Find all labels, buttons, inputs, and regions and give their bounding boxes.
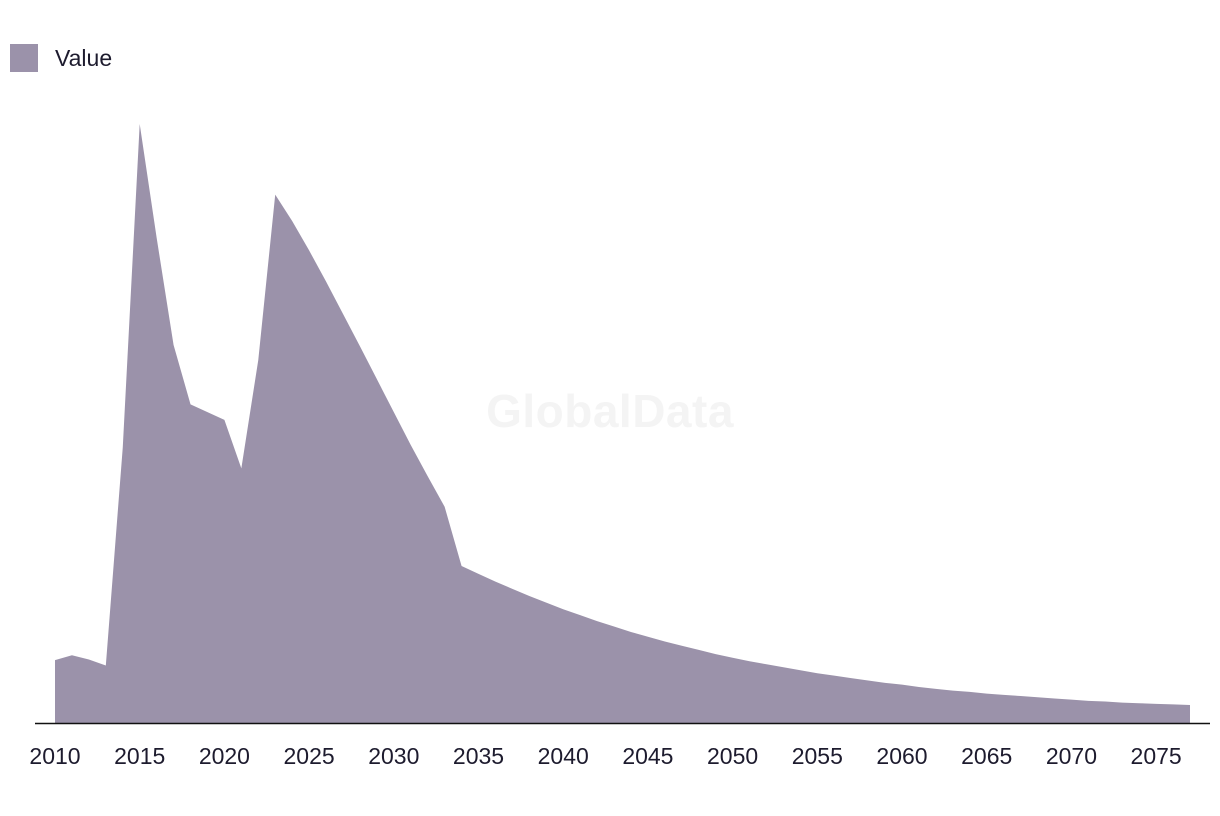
x-tick-label: 2010 <box>29 743 80 769</box>
x-tick-label: 2055 <box>792 743 843 769</box>
series-area-value <box>55 124 1190 723</box>
x-tick-label: 2040 <box>538 743 589 769</box>
x-tick-label: 2070 <box>1046 743 1097 769</box>
x-tick-label: 2025 <box>284 743 335 769</box>
x-tick-label: 2050 <box>707 743 758 769</box>
watermark: GlobalData <box>486 385 734 437</box>
legend-swatch <box>10 44 38 72</box>
x-tick-label: 2065 <box>961 743 1012 769</box>
x-tick-label: 2045 <box>622 743 673 769</box>
legend: Value <box>10 44 112 72</box>
x-tick-label: 2015 <box>114 743 165 769</box>
x-tick-label: 2060 <box>876 743 927 769</box>
x-tick-label: 2075 <box>1131 743 1182 769</box>
x-tick-label: 2035 <box>453 743 504 769</box>
legend-label: Value <box>55 44 113 71</box>
x-tick-label: 2020 <box>199 743 250 769</box>
x-tick-label: 2030 <box>368 743 419 769</box>
